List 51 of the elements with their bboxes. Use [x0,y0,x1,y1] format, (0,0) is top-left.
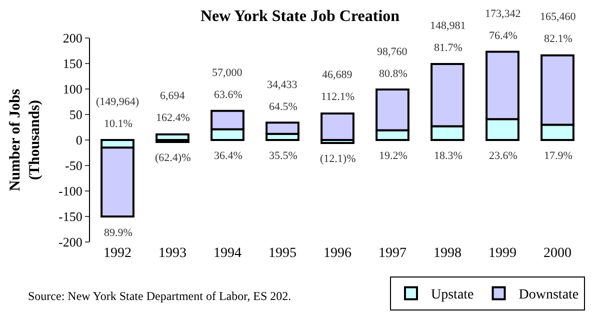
text: 165,460 [540,11,576,23]
text: 173,342 [485,8,521,20]
y-tick-label: 100 [62,82,82,97]
annotation: 80.8% [379,68,408,80]
annotation: 46,689 [322,69,353,81]
annotation: 6,694 [160,90,186,102]
x-tick-label: 1993 [158,246,186,261]
y-tick-label: -50 [65,158,82,174]
annotation: 57,000 [212,67,243,79]
y-tick-label: -150 [58,209,82,224]
source-note: Source: New York State Department of Labor, ES 202. [28,289,292,303]
annotation: 23.6% [489,150,518,162]
legend-label: Downstate [518,288,579,303]
annotation: 112.1% [321,91,355,103]
annotation: 17.9% [544,150,572,162]
x-tick-label: 1995 [268,246,296,261]
annotation: 64.5% [269,101,298,113]
y-tick-label: 200 [62,30,82,46]
annotation: (62.4)% [155,152,191,164]
chart-title: New York State Job Creation [200,8,400,25]
annotation: 34,433 [267,79,298,91]
x-tick-label: 1998 [434,246,462,261]
legend-label: Upstate [431,288,474,303]
annotation: (149,964) [96,96,140,108]
x-tick-label: 1992 [104,246,132,261]
annotation: 63.6% [214,89,242,101]
y-tick-label: 150 [62,56,82,72]
x-tick-label: 1997 [378,246,406,261]
bar [320,112,354,141]
annotation: 76.4% [489,30,518,42]
annotation: 19.2% [379,150,408,162]
annotation: 35.5% [269,150,298,162]
x-tick-label: 1994 [214,246,242,261]
y-tick-label: 0 [76,132,82,148]
x-tick-label: 1999 [488,246,516,261]
x-tick-label: 1996 [324,246,352,261]
annotation: (12.1)% [320,153,356,165]
annotation: 81.7% [434,42,462,54]
annotation: 10.1% [104,118,132,130]
annotation: 98,760 [377,46,408,58]
x-tick-label: 2000 [544,246,572,261]
text: 148,981 [430,20,466,32]
y-tick-label: 50 [69,107,82,122]
y-tick-label: -200 [58,234,82,250]
y-tick-label: -100 [58,184,82,199]
annotation: 18.3% [434,150,462,162]
annotation: 36.4% [214,150,242,162]
annotation: 82.1% [544,33,572,45]
y-axis-title: Number of Jobs (Thousands) [7,88,43,192]
annotation: 162.4% [156,112,190,124]
annotation: 89.9% [104,227,132,239]
